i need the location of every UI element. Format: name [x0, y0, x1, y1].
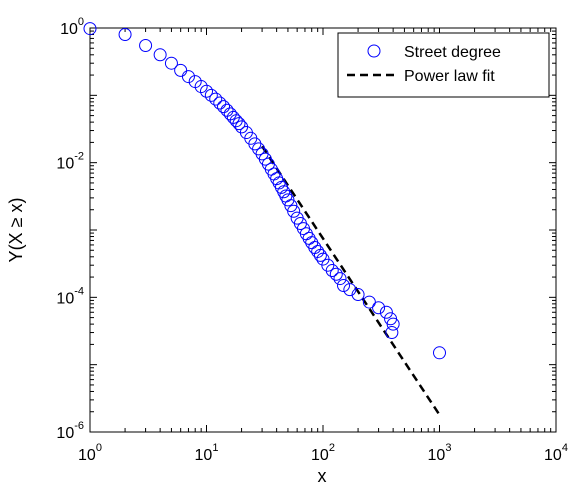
x-tick-label: 104 [544, 442, 568, 464]
x-tick-label: 102 [311, 442, 335, 464]
y-tick-base: 10 [56, 290, 74, 307]
x-tick-exponent: 0 [96, 442, 102, 454]
data-point [379, 305, 393, 319]
legend-label-street-degree: Street degree [404, 44, 501, 61]
data-point [232, 117, 246, 131]
data-point [433, 346, 446, 360]
legend-marker-street-degree [367, 44, 381, 58]
y-tick-label: 10-6 [56, 420, 84, 442]
y-tick-base: 10 [56, 156, 74, 173]
points-layer [83, 22, 446, 360]
data-point [200, 84, 213, 98]
data-point [343, 283, 357, 297]
data-point [217, 100, 231, 114]
y-tick-label: 100 [60, 16, 84, 38]
y-tick-label: 10-4 [56, 285, 84, 307]
x-tick-base: 10 [544, 447, 562, 464]
legend: Street degree Power law fit [337, 32, 550, 98]
data-point [337, 278, 351, 292]
x-tick-base: 10 [311, 447, 329, 464]
data-point [351, 288, 365, 302]
data-point [139, 38, 153, 52]
fit-layer [261, 145, 441, 416]
data-point [362, 295, 376, 309]
data-point [372, 301, 386, 315]
data-point [313, 248, 327, 262]
y-tick-base: 10 [56, 425, 74, 442]
x-tick-label: 103 [428, 442, 452, 464]
x-tick-base: 10 [78, 447, 96, 464]
x-tick-label: 101 [195, 442, 219, 464]
power-law-fit-line [261, 145, 441, 416]
x-tick-base: 10 [428, 447, 446, 464]
x-tick-exponent: 4 [562, 442, 568, 454]
data-point [385, 326, 399, 340]
data-point [118, 28, 132, 42]
legend-label-power-law-fit: Power law fit [404, 68, 495, 85]
x-tick-label: 100 [78, 442, 102, 464]
data-point [333, 272, 347, 286]
legend-box [337, 32, 550, 98]
data-point [213, 96, 227, 110]
data-point [281, 193, 295, 207]
data-point [153, 48, 167, 62]
x-tick-exponent: 3 [445, 442, 451, 454]
data-point [194, 80, 208, 94]
data-point [181, 70, 195, 84]
data-point [329, 267, 343, 281]
data-point [325, 264, 339, 278]
data-point [209, 92, 223, 106]
data-point [83, 22, 97, 36]
data-point [204, 88, 218, 102]
y-tick-base: 10 [60, 21, 78, 38]
x-tick-base: 10 [195, 447, 213, 464]
y-tick-exponent: -2 [74, 151, 84, 163]
x-tick-exponent: 1 [212, 442, 218, 454]
y-tick-exponent: -6 [74, 420, 84, 432]
y-tick-label: 10-2 [56, 151, 84, 173]
y-axis-label: Y(X ≥ x) [6, 198, 26, 263]
data-point [287, 204, 301, 218]
y-tick-exponent: -4 [74, 285, 84, 297]
x-axis-label: x [318, 466, 327, 486]
x-tick-exponent: 2 [329, 442, 335, 454]
y-tick-exponent: 0 [78, 16, 84, 28]
data-point [386, 317, 400, 331]
data-point [248, 137, 262, 151]
data-point [164, 56, 178, 70]
